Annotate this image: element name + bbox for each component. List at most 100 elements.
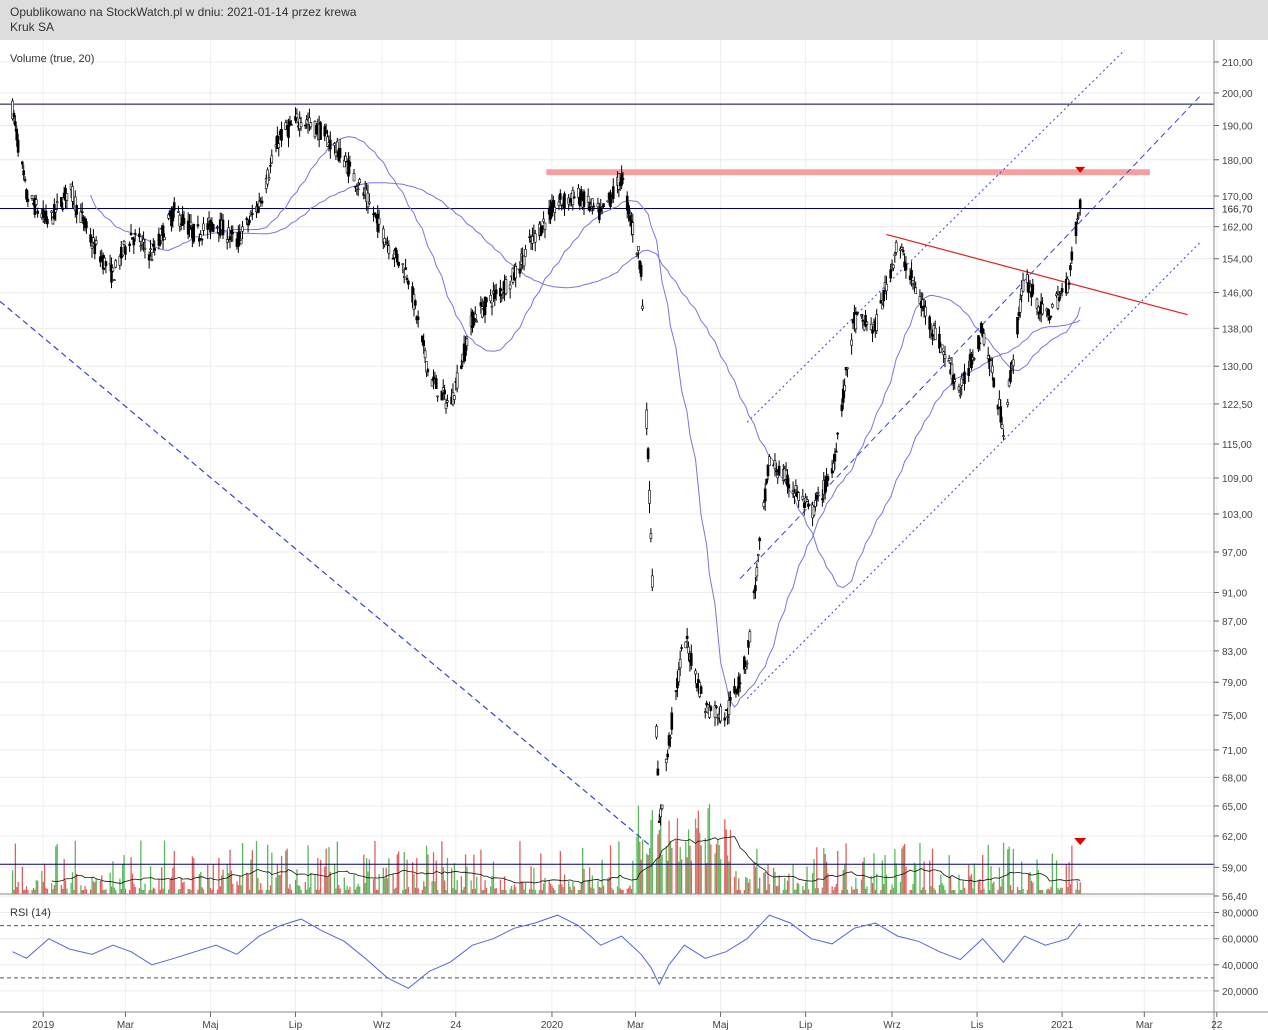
- time-tick-label: Lip: [289, 1020, 303, 1030]
- candle-body: [422, 340, 426, 347]
- candle-body: [260, 200, 264, 204]
- volume-bar: [177, 889, 180, 894]
- candle-body: [879, 300, 883, 304]
- volume-bar: [462, 889, 464, 894]
- candle-body: [295, 113, 299, 118]
- candle-body: [211, 224, 215, 232]
- volume-bar: [636, 836, 638, 894]
- candle-body: [910, 270, 913, 279]
- volume-bar: [821, 887, 824, 894]
- volume-bar: [173, 850, 175, 894]
- volume-bar: [883, 883, 885, 894]
- volume-bar: [832, 889, 835, 894]
- candle-body: [914, 287, 918, 294]
- volume-bar: [784, 878, 786, 894]
- candle-body: [690, 653, 693, 666]
- volume-bar: [743, 889, 745, 894]
- volume-bar: [180, 878, 182, 894]
- price-tick-label: 71,00: [1222, 746, 1247, 757]
- candle-body: [199, 234, 203, 239]
- channel-upper: [746, 49, 1126, 423]
- volume-bar: [923, 861, 925, 894]
- volume-bar: [495, 887, 497, 894]
- candle-body: [414, 300, 417, 306]
- volume-bar: [954, 889, 956, 894]
- candle-body: [455, 372, 459, 389]
- candle-body: [391, 257, 395, 260]
- volume-bar: [860, 879, 863, 894]
- candle-body: [816, 491, 820, 494]
- volume-bar: [162, 888, 164, 894]
- candle-body: [664, 758, 668, 764]
- candle-body: [855, 311, 859, 315]
- candle-body: [528, 236, 531, 239]
- volume-bar: [1009, 885, 1012, 894]
- volume-bar: [973, 863, 975, 894]
- candle-body: [687, 646, 690, 654]
- volume-bar: [455, 889, 457, 894]
- volume-bar: [835, 883, 837, 894]
- candle-body: [114, 260, 117, 268]
- volume-bar: [884, 854, 886, 894]
- candle-body: [395, 253, 399, 263]
- volume-bar: [591, 875, 594, 894]
- candle-body: [92, 237, 95, 243]
- volume-bar: [997, 889, 999, 894]
- volume-bar: [687, 829, 690, 894]
- candle-body: [846, 367, 849, 370]
- volume-bar: [580, 882, 582, 894]
- volume-bar: [307, 845, 309, 894]
- volume-bar: [494, 888, 496, 894]
- candle-body: [754, 585, 757, 592]
- volume-bar: [513, 884, 516, 894]
- volume-bar: [338, 885, 340, 894]
- candle-body: [805, 499, 809, 502]
- volume-bar: [151, 889, 153, 894]
- volume-bar: [161, 867, 163, 894]
- candle-body: [670, 712, 674, 730]
- volume-bar: [329, 871, 332, 894]
- candle-body: [894, 242, 898, 253]
- candle-body: [882, 289, 885, 302]
- volume-bar: [435, 860, 437, 894]
- volume-bar: [1058, 889, 1060, 894]
- volume-bar: [64, 880, 67, 894]
- volume-bar: [988, 889, 991, 894]
- price-tick-label: 59,00: [1222, 863, 1247, 874]
- candle-body: [942, 351, 945, 355]
- candle-body: [933, 327, 937, 341]
- candle-body: [970, 353, 973, 369]
- time-tick-label: Mar: [627, 1020, 645, 1030]
- volume-bar: [402, 890, 404, 894]
- volume-bar: [46, 888, 49, 894]
- time-tick-label: Mar: [1136, 1020, 1154, 1030]
- candle-body: [150, 259, 154, 261]
- volume-bar: [392, 873, 394, 894]
- candle-body: [684, 641, 688, 649]
- volume-bar: [450, 868, 453, 894]
- candle-body: [991, 365, 994, 373]
- candle-body: [14, 121, 17, 126]
- volume-bar: [247, 874, 249, 894]
- volume-bar: [622, 889, 624, 894]
- volume-bar: [823, 848, 825, 894]
- volume-bar: [250, 859, 252, 894]
- volume-bar: [728, 861, 730, 894]
- volume-bar: [211, 889, 213, 894]
- candle-body: [950, 363, 954, 380]
- volume-bar: [825, 861, 828, 894]
- volume-bar: [641, 839, 644, 894]
- candle-body: [959, 394, 962, 397]
- volume-bar: [765, 889, 768, 894]
- moving-averages: [90, 136, 1081, 708]
- candle-body: [947, 358, 951, 361]
- candle-body: [540, 225, 544, 233]
- time-tick-label: Maj: [202, 1020, 218, 1030]
- candle-body: [172, 202, 176, 211]
- candle-body: [425, 361, 428, 373]
- volume-bar: [218, 857, 220, 894]
- volume-bar: [286, 848, 288, 894]
- price-tick-label: 170,00: [1222, 192, 1253, 203]
- volume-bar: [805, 882, 807, 894]
- volume-bar: [866, 886, 868, 894]
